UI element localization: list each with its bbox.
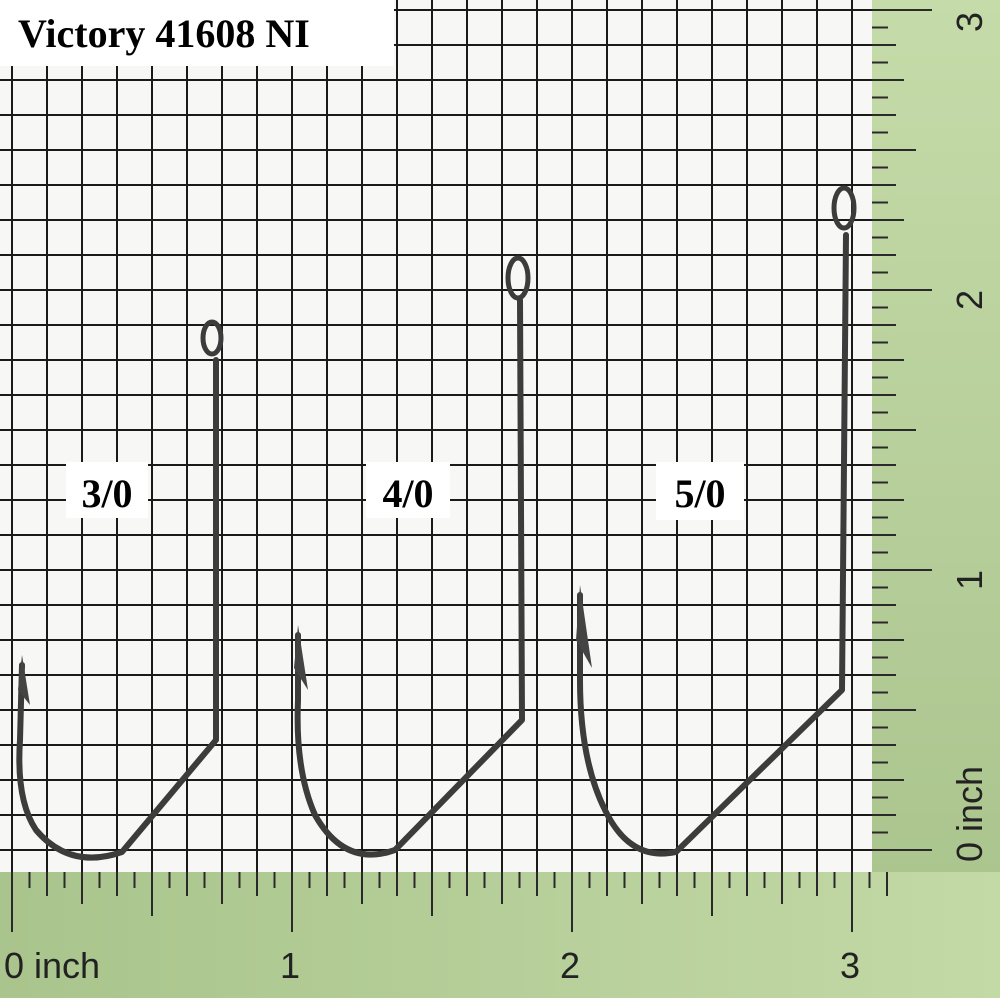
hook-label: 5/0 [674, 471, 725, 516]
hook-eye [831, 185, 857, 231]
ruler-label: 0 inch [949, 766, 990, 862]
title-box [0, 0, 394, 66]
ruler-label: 2 [949, 290, 990, 310]
hook-label: 3/0 [81, 471, 132, 516]
barb [18, 655, 30, 705]
ruler-label: 3 [840, 945, 860, 986]
ruler-label: 3 [949, 12, 990, 32]
hook-label: 4/0 [382, 471, 433, 516]
ruler-ticks [11, 9, 932, 932]
barb [576, 585, 592, 668]
hook-eye [505, 255, 531, 301]
hook-eye [200, 319, 224, 357]
hook [294, 297, 525, 858]
barb [294, 625, 308, 690]
title: Victory 41608 NI [18, 11, 310, 56]
hooks [16, 185, 857, 861]
barbs [18, 585, 592, 705]
label-box [366, 462, 450, 518]
bottom-ruler [0, 872, 1000, 998]
hook [577, 232, 849, 857]
label-box [656, 462, 744, 520]
ruler-label: 2 [560, 945, 580, 986]
ruler-label: 1 [949, 570, 990, 590]
ruler-label: 0 inch [4, 945, 100, 986]
label-box [66, 462, 148, 518]
hook [16, 357, 219, 861]
ruler-label: 1 [280, 945, 300, 986]
